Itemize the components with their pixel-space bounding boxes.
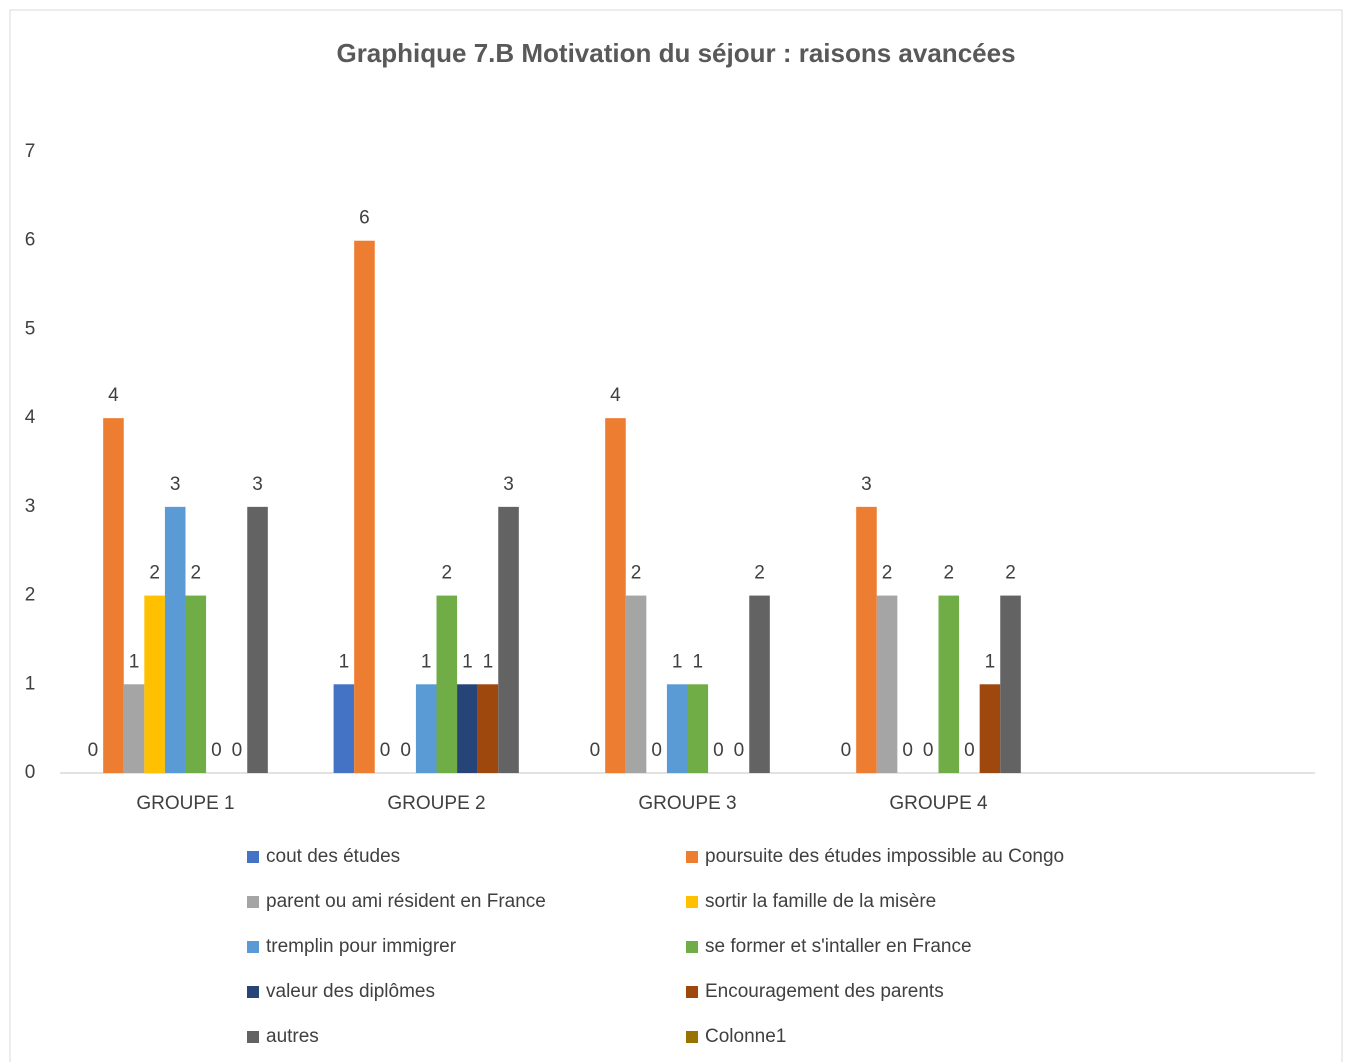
data-label: 2 bbox=[1005, 563, 1016, 584]
bar bbox=[876, 595, 898, 773]
data-label: 4 bbox=[108, 385, 119, 406]
bar bbox=[333, 684, 355, 773]
legend-swatch bbox=[686, 851, 698, 863]
data-label: 0 bbox=[902, 740, 913, 761]
data-label: 1 bbox=[693, 651, 704, 672]
legend-label: tremplin pour immigrer bbox=[266, 936, 457, 957]
data-label: 0 bbox=[713, 740, 724, 761]
y-tick-label: 1 bbox=[25, 673, 36, 694]
legend-label: valeur des diplômes bbox=[266, 981, 435, 1002]
data-label: 2 bbox=[944, 563, 955, 584]
legend-label: Encouragement des parents bbox=[705, 981, 944, 1002]
data-label: 0 bbox=[923, 740, 934, 761]
legend-label: Colonne1 bbox=[705, 1026, 786, 1047]
legend-label: parent ou ami résident en France bbox=[266, 891, 546, 912]
bar bbox=[144, 595, 165, 773]
data-label: 0 bbox=[590, 740, 601, 761]
legend-label: sortir la famille de la misère bbox=[705, 891, 936, 912]
data-label: 0 bbox=[380, 740, 391, 761]
bar bbox=[477, 684, 499, 773]
y-tick-label: 7 bbox=[25, 141, 36, 162]
data-label: 3 bbox=[861, 474, 872, 495]
data-label: 1 bbox=[421, 651, 432, 672]
x-tick-label: GROUPE 1 bbox=[136, 793, 234, 814]
data-label: 1 bbox=[483, 651, 494, 672]
bar bbox=[856, 506, 877, 773]
legend-label: cout des études bbox=[266, 846, 400, 867]
data-label: 1 bbox=[339, 651, 350, 672]
bar bbox=[164, 506, 186, 773]
legend-swatch bbox=[686, 986, 698, 998]
bar bbox=[247, 506, 268, 773]
y-tick-label: 0 bbox=[25, 762, 36, 783]
legend-swatch bbox=[247, 941, 259, 953]
bar bbox=[498, 506, 519, 773]
legend-swatch bbox=[247, 986, 259, 998]
y-tick-label: 2 bbox=[25, 585, 36, 606]
data-label: 0 bbox=[232, 740, 243, 761]
bar bbox=[666, 684, 688, 773]
data-label: 2 bbox=[754, 563, 765, 584]
data-label: 1 bbox=[462, 651, 473, 672]
y-tick-label: 5 bbox=[25, 318, 36, 339]
data-label: 0 bbox=[400, 740, 411, 761]
legend-label: autres bbox=[266, 1026, 319, 1047]
data-label: 2 bbox=[882, 563, 893, 584]
x-tick-label: GROUPE 4 bbox=[889, 793, 988, 814]
data-label: 0 bbox=[651, 740, 662, 761]
legend-swatch bbox=[686, 941, 698, 953]
chart-frame bbox=[9, 9, 1343, 1062]
y-tick-label: 4 bbox=[25, 407, 36, 428]
bar bbox=[185, 595, 207, 773]
data-label: 2 bbox=[149, 563, 160, 584]
x-tick-label: GROUPE 3 bbox=[638, 793, 736, 814]
data-label: 1 bbox=[129, 651, 140, 672]
legend-swatch bbox=[686, 896, 698, 908]
data-label: 2 bbox=[191, 563, 202, 584]
data-label: 1 bbox=[985, 651, 996, 672]
data-label: 3 bbox=[170, 474, 181, 495]
bar bbox=[1000, 595, 1021, 773]
chart-title: Graphique 7.B Motivation du séjour : rai… bbox=[336, 38, 1015, 68]
bar bbox=[687, 684, 709, 773]
data-label: 1 bbox=[672, 651, 683, 672]
bar bbox=[354, 240, 375, 773]
bar bbox=[749, 595, 770, 773]
bar bbox=[123, 684, 145, 773]
data-label: 3 bbox=[503, 474, 514, 495]
x-tick-label: GROUPE 2 bbox=[387, 793, 485, 814]
bar bbox=[457, 684, 478, 773]
bar bbox=[979, 684, 1001, 773]
data-label: 2 bbox=[442, 563, 453, 584]
data-label: 6 bbox=[359, 208, 370, 229]
data-label: 3 bbox=[252, 474, 263, 495]
legend-swatch bbox=[686, 1031, 698, 1043]
legend-swatch bbox=[247, 851, 259, 863]
bar bbox=[625, 595, 647, 773]
y-tick-label: 6 bbox=[25, 230, 36, 251]
y-tick-label: 3 bbox=[25, 496, 36, 517]
data-label: 0 bbox=[964, 740, 975, 761]
legend-label: poursuite des études impossible au Congo bbox=[705, 846, 1064, 867]
data-label: 0 bbox=[211, 740, 222, 761]
legend-label: se former et s'intaller en France bbox=[705, 936, 972, 957]
legend-swatch bbox=[247, 1031, 259, 1043]
data-label: 2 bbox=[631, 563, 642, 584]
bar bbox=[415, 684, 437, 773]
bar bbox=[605, 418, 626, 773]
data-label: 0 bbox=[841, 740, 852, 761]
bar bbox=[938, 595, 960, 773]
data-label: 0 bbox=[734, 740, 745, 761]
bar bbox=[436, 595, 458, 773]
legend-swatch bbox=[247, 896, 259, 908]
bar bbox=[103, 418, 124, 773]
data-label: 4 bbox=[610, 385, 621, 406]
data-label: 0 bbox=[88, 740, 99, 761]
